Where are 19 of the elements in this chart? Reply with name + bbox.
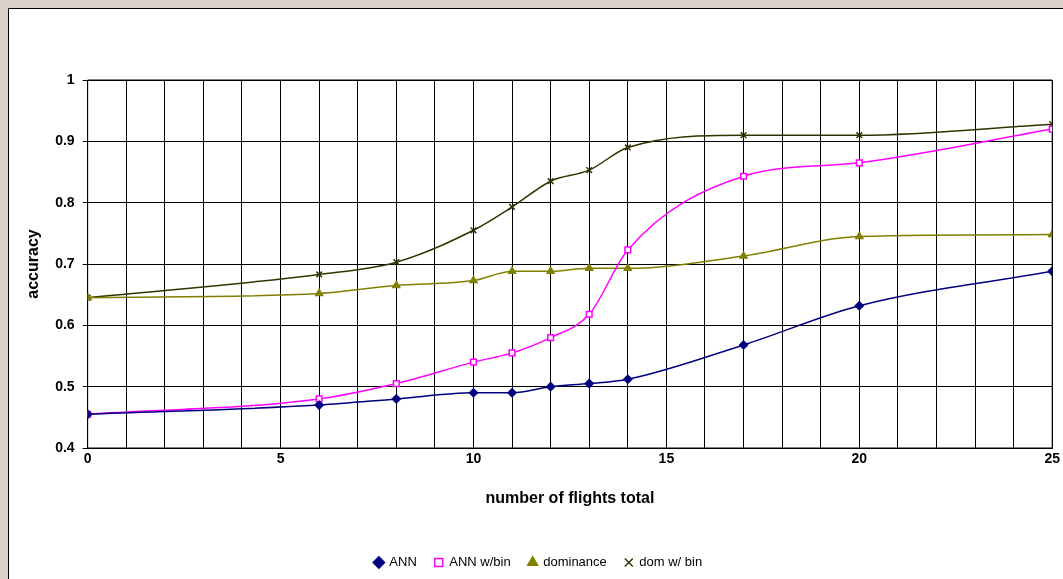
y-axis-title: accuracy	[24, 229, 42, 299]
y-tick-label: 0.8	[55, 193, 75, 210]
legend-label: ANN	[389, 554, 417, 570]
legend-label: ANN w/bin	[449, 554, 511, 570]
y-tick-label: 0.7	[55, 254, 75, 271]
y-tick-label: 1	[66, 70, 75, 87]
legend-label: dominance	[543, 554, 607, 570]
y-tick-label: 0.5	[55, 377, 75, 394]
y-tick-label: 0.4	[55, 438, 75, 455]
x-tick-label: 20	[851, 450, 868, 467]
x-tick-label: 5	[276, 450, 285, 467]
x-tick-label: 15	[658, 450, 675, 467]
x-tick-label: 10	[465, 450, 482, 467]
y-tick-label: 0.9	[55, 132, 75, 149]
x-tick-label: 25	[1044, 450, 1061, 467]
x-axis-title: number of flights total	[485, 488, 655, 506]
x-tick-label: 0	[83, 450, 92, 467]
legend-label: dom w/ bin	[639, 554, 703, 570]
y-tick-label: 0.6	[55, 316, 75, 333]
